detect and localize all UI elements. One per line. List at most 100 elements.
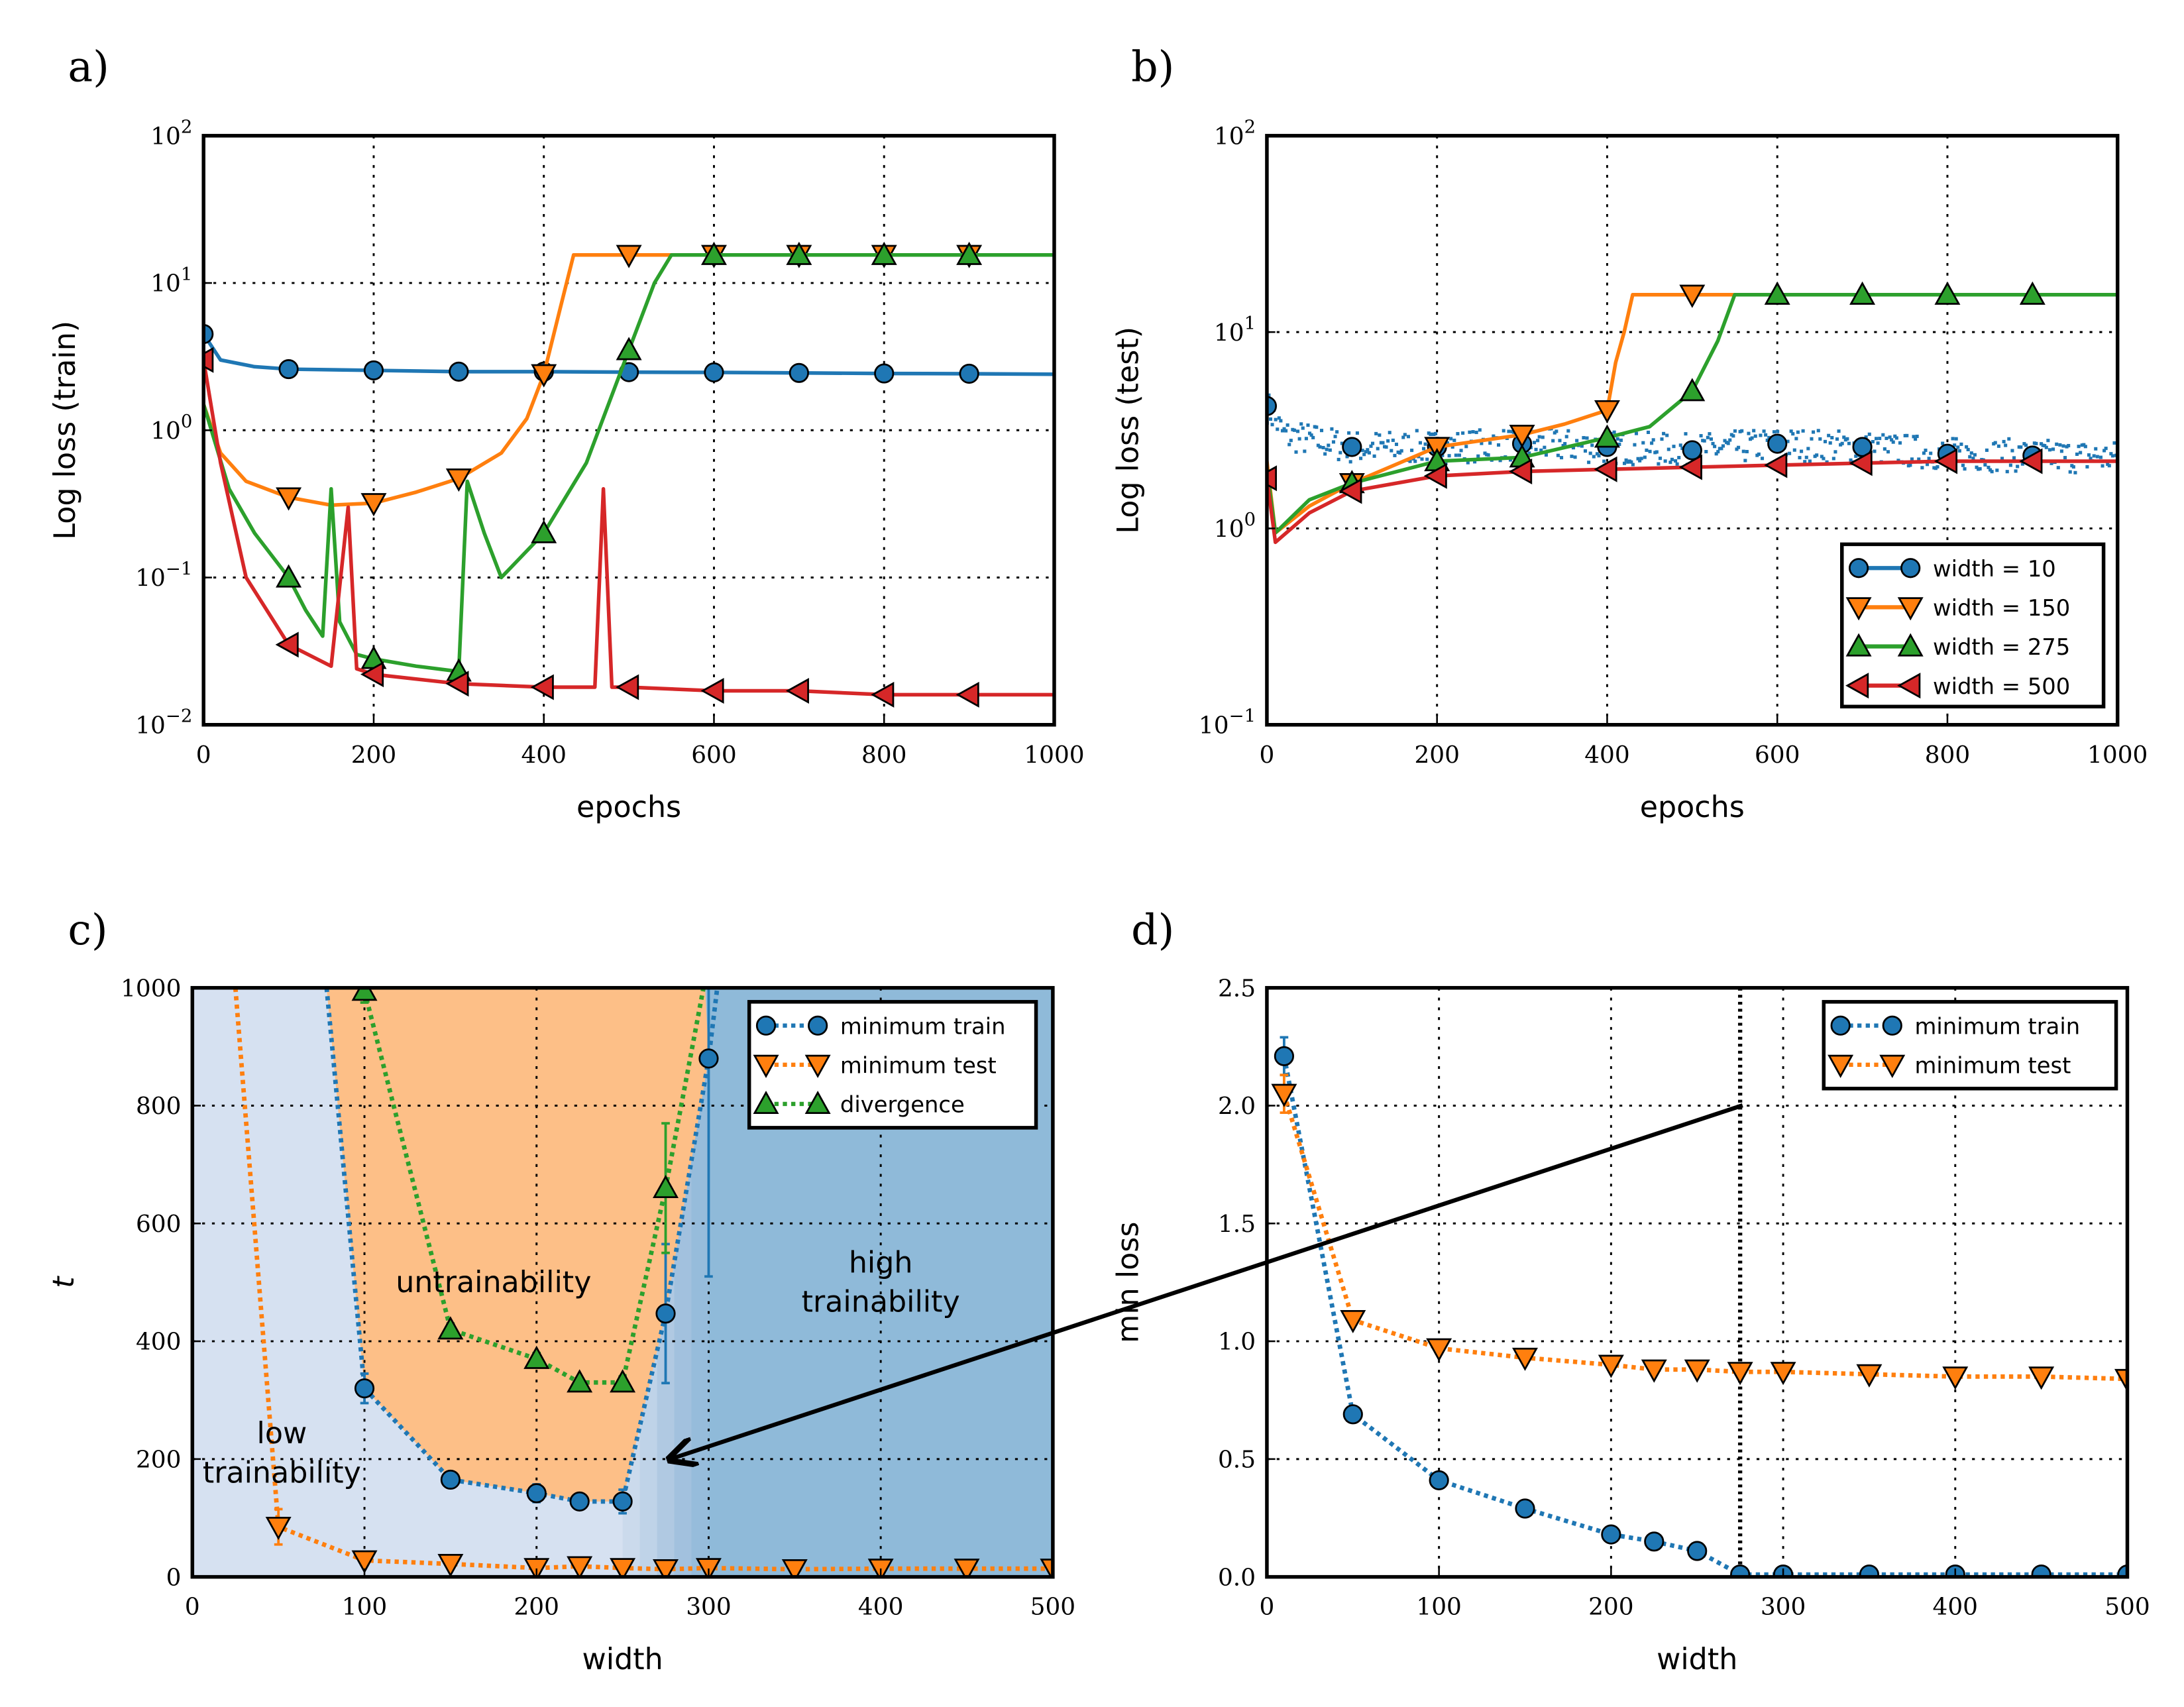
noise-point [1485, 453, 1489, 457]
noise-point [1566, 429, 1570, 433]
noise-point [1842, 435, 1846, 439]
noise-point [2017, 445, 2021, 449]
noise-point [1990, 470, 1994, 474]
triangle-up-marker [1897, 633, 1924, 657]
noise-point [2073, 470, 2077, 474]
x-tick-label: 300 [1761, 1594, 1806, 1621]
noise-point [1558, 439, 1562, 443]
noise-point [1662, 431, 1666, 435]
noise-point [1474, 430, 1478, 435]
triangle-down-marker [954, 1559, 980, 1577]
region-label: high trainability [802, 1246, 960, 1319]
noise-point [1459, 449, 1463, 453]
triangle-left-marker [1845, 673, 1869, 699]
noise-point [1641, 441, 1645, 445]
noise-point [1725, 441, 1729, 445]
noise-point [1655, 450, 1659, 454]
noise-point [1843, 438, 1847, 442]
legend-label: width = 10 [1933, 556, 2056, 582]
legend-entry: width = 275 [1845, 633, 2070, 660]
noise-point [1666, 447, 1670, 451]
triangle-down-marker [753, 1054, 779, 1078]
x-tick-label: 800 [1925, 742, 1970, 769]
noise-point [2020, 462, 2024, 466]
panel-b: 0 200 400 600 800 100010−1100101102epochsLog … [1112, 42, 2148, 824]
noise-point [1762, 429, 1766, 433]
legend: width = 10 width = 150 width = 275 width = … [1840, 542, 2106, 709]
noise-point [1963, 467, 1967, 471]
panel-a: 0 200 400 600 800 100010−210−1100101102epochs… [48, 42, 1085, 824]
noise-point [1602, 459, 1606, 463]
noise-point [1961, 463, 1965, 467]
noise-point [1539, 448, 1543, 452]
circle-marker [1687, 1541, 1708, 1561]
axes-frame [1265, 134, 2120, 727]
noise-point [2044, 445, 2048, 449]
axes-frame [190, 985, 1055, 1579]
noise-point [1536, 439, 1540, 443]
x-tick-label: 400 [858, 1594, 903, 1621]
triangle-up-marker [871, 241, 897, 265]
noise-point [1978, 467, 1982, 470]
noise-point [1915, 434, 1919, 439]
noise-point [1316, 443, 1320, 447]
noise-point [1413, 459, 1417, 463]
noise-point [1304, 437, 1308, 441]
noise-point [1716, 450, 1720, 454]
noise-point [2068, 470, 2072, 474]
circle-marker [1730, 1564, 1751, 1577]
circle-marker [526, 1483, 547, 1504]
noise-point [1977, 467, 1981, 471]
noise-point [1422, 447, 1426, 451]
triangle-left-marker [785, 678, 809, 704]
noise-point [1282, 427, 1286, 431]
circle-marker [2117, 1564, 2128, 1577]
noise-point [1650, 441, 1654, 445]
noise-point [1583, 449, 1588, 453]
triangle-left-marker [956, 681, 979, 708]
noise-point [1749, 437, 1753, 441]
noise-point [1582, 436, 1586, 440]
noise-point [1406, 435, 1410, 439]
noise-point [1445, 441, 1450, 445]
circle-marker [1830, 1015, 1851, 1036]
noise-point [1388, 431, 1392, 435]
noise-point [1985, 448, 1989, 452]
noise-point [1331, 440, 1336, 444]
noise-point [1678, 443, 1682, 447]
noise-point [1745, 449, 1749, 454]
noise-point [1665, 433, 1669, 437]
x-tick-label: 200 [514, 1594, 559, 1621]
circle-marker [698, 1048, 719, 1069]
triangle-left-marker [1594, 456, 1617, 482]
noise-point [1743, 459, 1747, 463]
legend-entry: width = 10 [1848, 556, 2056, 582]
circle-marker [612, 1491, 633, 1512]
triangle-down-marker [1828, 1054, 1854, 1078]
tick-base: 10 [135, 565, 166, 592]
triangle-up-marker [1934, 281, 1961, 305]
noise-point [2010, 449, 2014, 453]
noise-point [1849, 458, 1853, 462]
triangle-down-marker [1679, 284, 1706, 308]
noise-point [2077, 445, 2081, 449]
noise-point [1486, 453, 1490, 457]
noise-point [1903, 433, 1907, 437]
noise-point [1646, 430, 1651, 434]
noise-point [1330, 427, 1334, 431]
noise-point [1379, 441, 1383, 445]
triangle-down-marker [276, 487, 302, 511]
noise-point [1920, 466, 1924, 470]
noise-point [2055, 442, 2059, 446]
circle-marker [655, 1303, 676, 1324]
noise-point [1791, 432, 1795, 436]
noise-point [1993, 441, 1997, 445]
noise-point [2085, 465, 2089, 468]
circle-marker [278, 358, 299, 380]
circle-marker [1266, 396, 1278, 416]
noise-point [1927, 457, 1931, 461]
y-tick-label: 600 [136, 1211, 181, 1238]
noise-point [1619, 438, 1623, 442]
triangle-down-marker [867, 1559, 894, 1577]
circle-marker [789, 362, 809, 383]
